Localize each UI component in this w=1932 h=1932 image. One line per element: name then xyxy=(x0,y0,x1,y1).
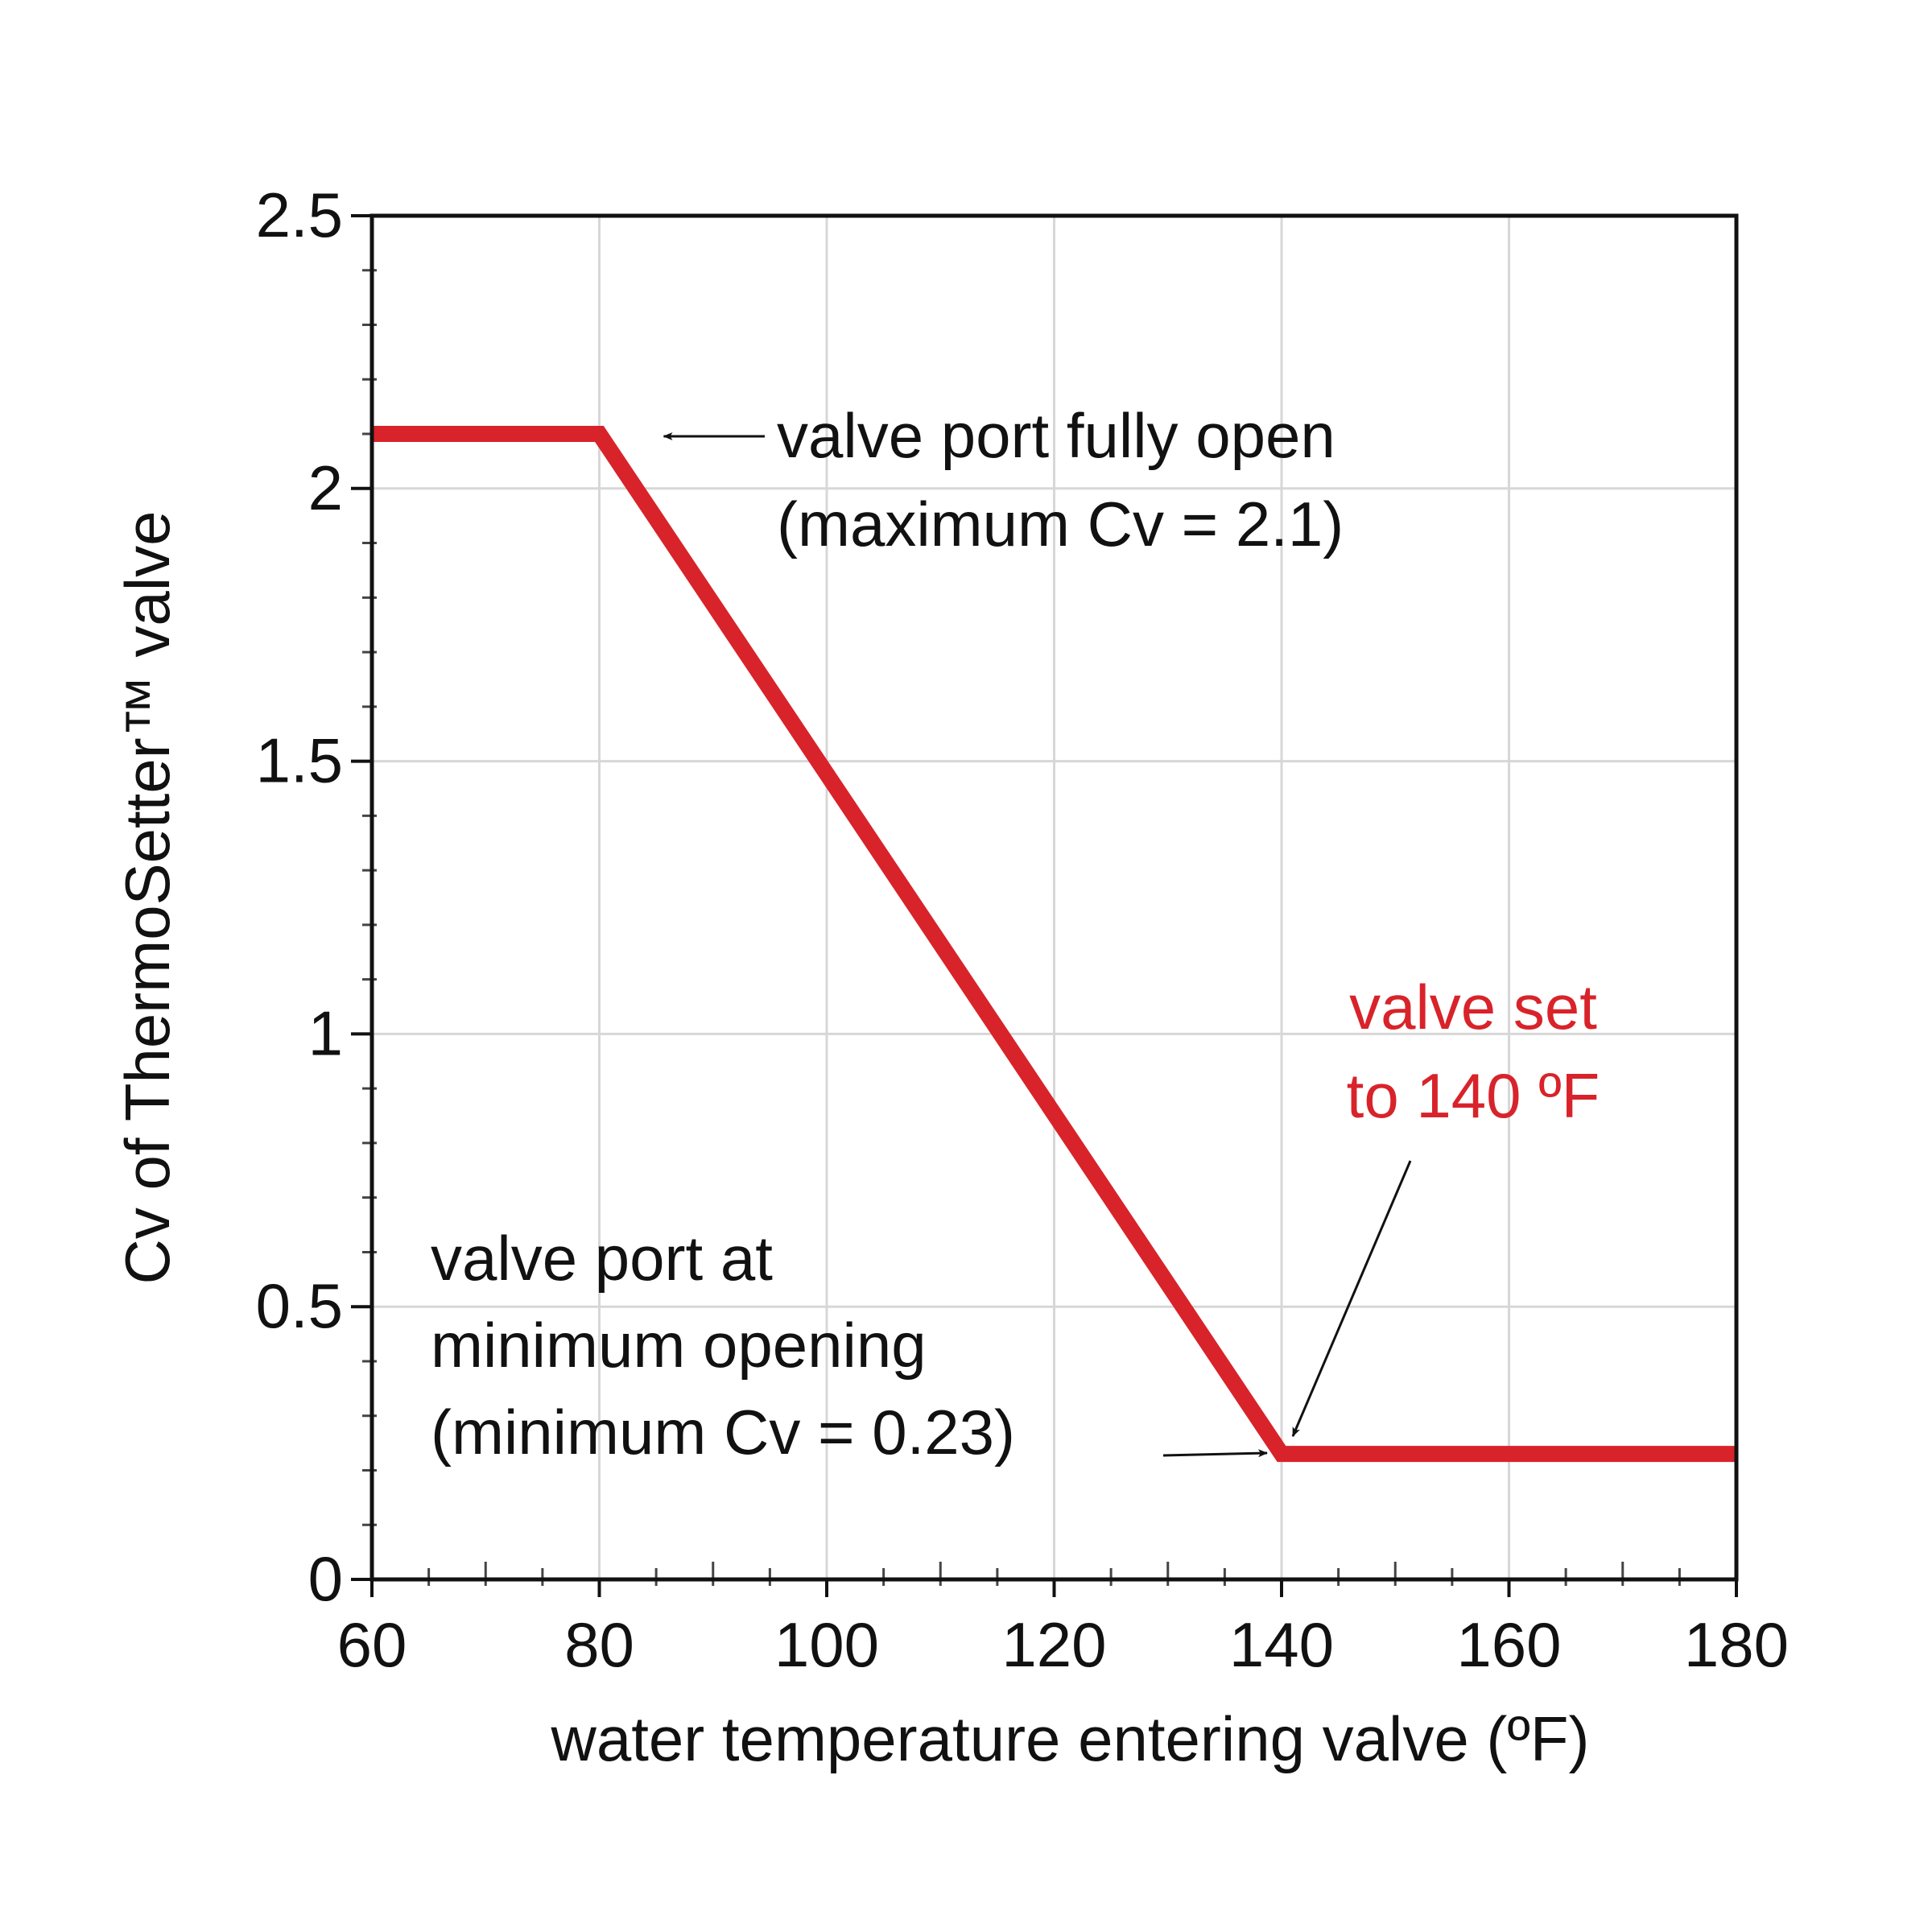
y-axis-title: Cv of ThermoSetter™ valve xyxy=(112,511,183,1285)
x-tick-label: 100 xyxy=(774,1609,879,1680)
annotation-fully-open: (maximum Cv = 2.1) xyxy=(777,489,1344,559)
x-tick-label: 60 xyxy=(337,1609,407,1680)
y-tick-label: 0.5 xyxy=(256,1270,343,1341)
x-tick-label: 140 xyxy=(1229,1609,1334,1680)
y-tick-label: 0 xyxy=(308,1543,343,1614)
annotation-minimum-opening: (minimum Cv = 0.23) xyxy=(431,1397,1015,1468)
grid-lines xyxy=(372,216,1736,1579)
series-line xyxy=(372,426,1736,1463)
arrow-valve-set xyxy=(1291,1160,1412,1438)
arrow-minimum-opening xyxy=(1162,1449,1268,1458)
annotation-minimum-opening: minimum opening xyxy=(431,1310,927,1381)
x-tick-label: 180 xyxy=(1684,1609,1789,1680)
x-tick-label: 80 xyxy=(564,1609,634,1680)
y-axis-ticks: 0 0.5 1 1.5 2 2.5 xyxy=(256,180,372,1614)
minor-ticks xyxy=(362,269,1681,1586)
y-tick-label: 2 xyxy=(308,452,343,523)
x-tick-label: 120 xyxy=(1001,1609,1106,1680)
x-tick-label: 160 xyxy=(1456,1609,1561,1680)
x-axis-ticks: 60 80 100 120 140 160 180 xyxy=(337,1579,1789,1680)
y-tick-label: 1.5 xyxy=(256,725,343,796)
y-tick-label: 1 xyxy=(308,997,343,1068)
annotation-valve-set: to 140 ºF xyxy=(1347,1060,1600,1131)
annotation-valve-set: valve set xyxy=(1349,972,1597,1042)
x-axis-title: water temperature entering valve (ºF) xyxy=(550,1703,1589,1774)
annotation-minimum-opening: valve port at xyxy=(431,1223,773,1294)
annotation-fully-open: valve port fully open xyxy=(777,400,1335,471)
y-tick-label: 2.5 xyxy=(256,180,343,250)
annotations: valve port fully open (maximum Cv = 2.1) v… xyxy=(431,400,1600,1468)
